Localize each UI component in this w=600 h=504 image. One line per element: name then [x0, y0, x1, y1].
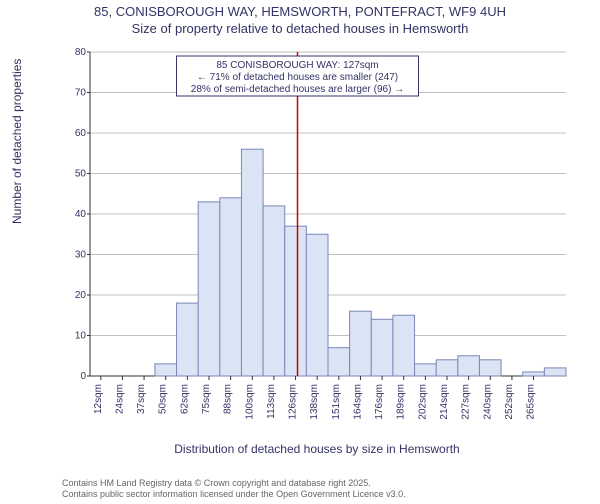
x-tick-label: 176sqm [374, 384, 385, 420]
x-tick-label: 202sqm [417, 384, 428, 420]
y-tick-label: 30 [75, 250, 87, 261]
y-tick-label: 70 [75, 88, 87, 99]
footnote-line1: Contains HM Land Registry data © Crown c… [62, 478, 406, 489]
y-tick-label: 10 [75, 331, 87, 342]
x-tick-label: 151sqm [331, 384, 342, 420]
y-tick-label: 50 [75, 169, 87, 180]
x-tick-label: 126sqm [288, 384, 299, 420]
x-tick-label: 227sqm [461, 384, 472, 420]
x-tick-label: 214sqm [439, 384, 450, 420]
histogram-bar [198, 202, 220, 376]
x-tick-label: 113sqm [266, 384, 277, 419]
histogram-bar [371, 319, 393, 376]
page-title-line1: 85, CONISBOROUGH WAY, HEMSWORTH, PONTEFR… [0, 4, 600, 19]
y-axis-label: Number of detached properties [10, 59, 24, 224]
footnote-line2: Contains public sector information licen… [62, 489, 406, 500]
annotation-line: 85 CONISBOROUGH WAY: 127sqm [216, 60, 378, 71]
x-tick-label: 138sqm [309, 384, 320, 420]
histogram-bar [544, 368, 566, 376]
x-tick-label: 100sqm [244, 384, 255, 420]
histogram-bar [306, 234, 328, 376]
x-axis-label: Distribution of detached houses by size … [62, 442, 572, 474]
x-tick-label: 265sqm [526, 384, 537, 420]
histogram-bar [263, 206, 285, 376]
histogram-bar [285, 226, 307, 376]
histogram-bar [328, 348, 350, 376]
histogram-bar [241, 149, 263, 376]
annotation-line: 28% of semi-detached houses are larger (… [191, 84, 404, 95]
histogram-bar [523, 372, 545, 376]
x-tick-label: 240sqm [482, 384, 493, 420]
histogram-bar [458, 356, 480, 376]
histogram-bar [436, 360, 458, 376]
x-tick-label: 164sqm [352, 384, 363, 420]
y-tick-label: 0 [80, 371, 86, 382]
histogram-bar [155, 364, 177, 376]
histogram-bar [220, 198, 242, 376]
y-tick-label: 80 [75, 48, 87, 58]
page-title-line2: Size of property relative to detached ho… [0, 21, 600, 36]
histogram-bar [479, 360, 501, 376]
x-tick-label: 252sqm [504, 384, 515, 420]
histogram-bar [393, 315, 415, 376]
y-tick-label: 60 [75, 128, 87, 139]
histogram-bar [177, 303, 199, 376]
x-tick-label: 24sqm [114, 384, 125, 414]
footnote: Contains HM Land Registry data © Crown c… [62, 478, 406, 501]
annotation-line: ← 71% of detached houses are smaller (24… [197, 72, 398, 83]
histogram-svg: 0 10 20 30 40 50 60 70 80 12sqm 24sqm 37sqm 50sqm 62s… [62, 48, 572, 428]
x-tick-label: 50sqm [158, 384, 169, 414]
x-tick-label: 12sqm [93, 384, 104, 414]
y-tick-label: 40 [75, 209, 87, 220]
histogram-bar [415, 364, 437, 376]
x-tick-label: 62sqm [179, 384, 190, 414]
x-tick-label: 75sqm [201, 384, 212, 414]
y-tick-label: 20 [75, 290, 87, 301]
histogram-bar [350, 311, 372, 376]
x-tick-label: 189sqm [396, 384, 407, 420]
x-tick-label: 88sqm [223, 384, 234, 414]
chart-area: 0 10 20 30 40 50 60 70 80 12sqm 24sqm 37sqm 50sqm 62s… [62, 48, 572, 428]
x-tick-label: 37sqm [136, 384, 147, 414]
